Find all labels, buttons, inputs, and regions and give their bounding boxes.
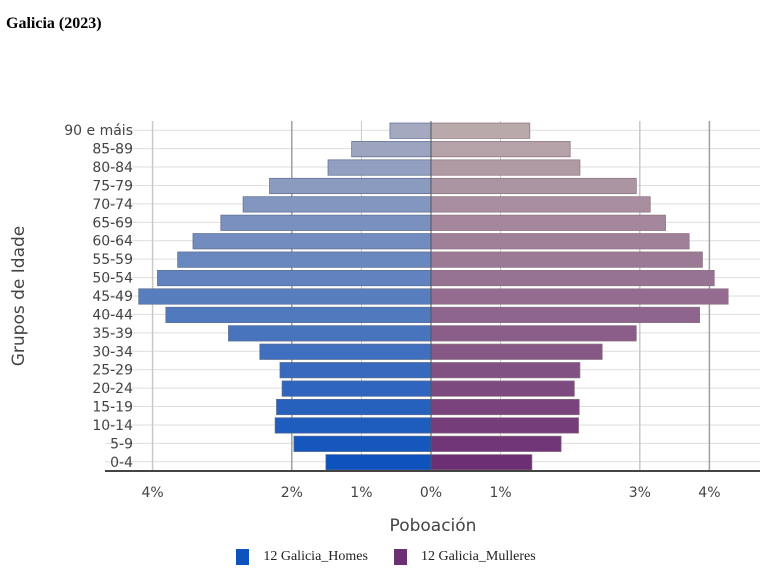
bar-homes-30-34 [259, 343, 432, 360]
x-tick-label: 1% [489, 485, 511, 501]
bar-mulleres-75-79 [430, 177, 637, 195]
legend-item-mulleres[interactable]: 12 Galicia_Mulleres [393, 549, 536, 565]
legend-swatch-mulleres [393, 549, 407, 565]
bar-homes-20-24 [281, 380, 432, 397]
bar-homes-55-59 [177, 251, 432, 268]
bar-homes-35-39 [228, 325, 432, 342]
y-tick-label: 90 e máis [64, 123, 133, 139]
y-tick-label: 45-49 [92, 289, 133, 305]
x-tick-label: 1% [350, 485, 372, 501]
bar-homes-0-4 [325, 454, 432, 471]
bar-mulleres-65-69 [430, 214, 666, 231]
y-tick-label: 20-24 [92, 381, 133, 397]
bar-mulleres-90 e máis [430, 122, 531, 139]
bar-mulleres-20-24 [430, 380, 575, 397]
bar-mulleres-50-54 [430, 270, 715, 287]
bar-mulleres-85-89 [430, 141, 571, 158]
bar-mulleres-15-19 [430, 398, 580, 416]
bar-mulleres-55-59 [430, 251, 703, 268]
bar-mulleres-35-39 [430, 325, 637, 342]
legend-label-homes: 12 Galicia_Homes [263, 549, 368, 564]
bar-homes-50-54 [157, 270, 432, 287]
y-axis-title: Grupos de Idade [9, 226, 29, 367]
bar-homes-15-19 [276, 398, 432, 416]
y-tick-label: 60-64 [92, 234, 133, 250]
bar-homes-90 e máis [389, 122, 432, 139]
chart-title: Galicia (2023) [6, 15, 102, 32]
y-tick-label: 55-59 [92, 252, 133, 268]
bar-mulleres-5-9 [430, 435, 562, 452]
bar-homes-5-9 [293, 435, 432, 452]
y-tick-label: 40-44 [92, 307, 133, 323]
bar-mulleres-80-84 [430, 159, 581, 176]
x-tick-label: 4% [141, 485, 163, 501]
bar-mulleres-70-74 [430, 196, 651, 213]
bar-homes-25-29 [279, 362, 432, 379]
legend-swatch-homes [236, 549, 250, 565]
bar-mulleres-25-29 [430, 362, 581, 379]
y-tick-label: 65-69 [92, 215, 133, 231]
y-tick-label: 0-4 [110, 455, 133, 471]
x-tick-label: 4% [698, 485, 720, 501]
bar-homes-60-64 [192, 233, 432, 250]
legend: 12 Galicia_Homes 12 Galicia_Mulleres [0, 549, 772, 565]
bar-homes-40-44 [165, 306, 432, 323]
bar-mulleres-10-14 [430, 417, 579, 434]
y-tick-label: 75-79 [92, 178, 133, 194]
bar-homes-85-89 [351, 141, 432, 158]
bar-homes-10-14 [274, 417, 432, 434]
y-tick-label: 30-34 [92, 344, 133, 360]
bar-mulleres-60-64 [430, 233, 690, 250]
bar-mulleres-45-49 [430, 288, 729, 305]
bar-mulleres-0-4 [430, 454, 533, 471]
y-tick-label: 25-29 [92, 363, 133, 379]
y-tick-label: 80-84 [92, 160, 133, 176]
legend-item-homes[interactable]: 12 Galicia_Homes [236, 549, 368, 565]
bar-homes-70-74 [242, 196, 432, 213]
y-tick-label: 35-39 [92, 326, 133, 342]
x-tick-label: 2% [281, 485, 303, 501]
x-tick-label: 3% [629, 485, 651, 501]
y-tick-label: 15-19 [92, 400, 133, 416]
y-tick-label: 70-74 [92, 197, 133, 213]
bar-homes-80-84 [327, 159, 432, 176]
x-axis-title: Poboación [390, 516, 477, 536]
bar-mulleres-40-44 [430, 306, 701, 323]
legend-label-mulleres: 12 Galicia_Mulleres [420, 549, 536, 564]
y-tick-label: 10-14 [92, 418, 133, 434]
y-tick-label: 50-54 [92, 271, 133, 287]
bar-homes-65-69 [220, 214, 432, 231]
bar-homes-75-79 [269, 177, 432, 195]
y-tick-label: 85-89 [92, 142, 133, 158]
bar-mulleres-30-34 [430, 343, 603, 360]
x-tick-label: 0% [420, 485, 442, 501]
bar-homes-45-49 [138, 288, 432, 305]
y-tick-label: 5-9 [110, 436, 133, 452]
